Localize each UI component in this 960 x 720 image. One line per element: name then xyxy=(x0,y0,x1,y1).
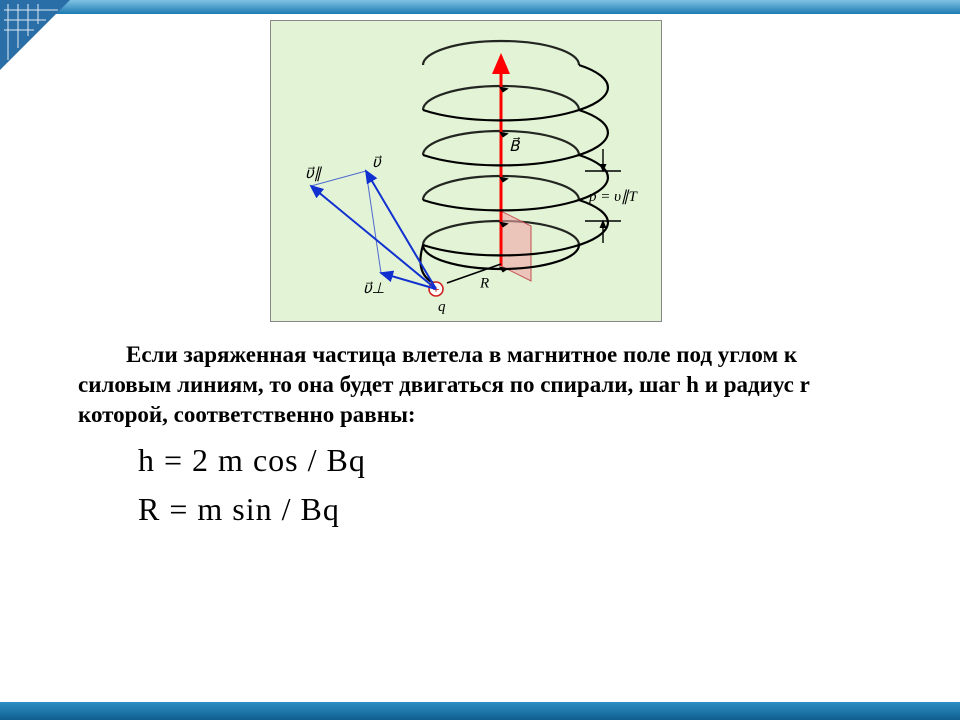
description-paragraph: Если заряженная частица влетела в магнит… xyxy=(78,340,878,430)
svg-text:B⃗: B⃗ xyxy=(509,136,521,155)
svg-text:p = υ∥T: p = υ∥T xyxy=(588,189,639,205)
svg-text:υ⃗⊥: υ⃗⊥ xyxy=(363,281,385,297)
svg-text:υ⃗∥: υ⃗∥ xyxy=(305,166,323,182)
top-border-band xyxy=(0,0,960,14)
svg-text:q: q xyxy=(438,299,446,315)
formula-h: h = 2 m cos / Bq xyxy=(138,436,878,486)
bottom-border-band xyxy=(0,702,960,720)
svg-text:R: R xyxy=(479,276,489,292)
helix-svg: B⃗R+qυ⃗υ⃗∥υ⃗⊥p = υ∥T xyxy=(271,21,661,321)
formula-r: R = m sin / Bq xyxy=(138,485,878,535)
text-block: Если заряженная частица влетела в магнит… xyxy=(78,340,878,535)
helix-diagram: B⃗R+qυ⃗υ⃗∥υ⃗⊥p = υ∥T xyxy=(270,20,662,322)
slide: B⃗R+qυ⃗υ⃗∥υ⃗⊥p = υ∥T Если заряженная час… xyxy=(0,0,960,720)
corner-decoration xyxy=(0,0,70,70)
